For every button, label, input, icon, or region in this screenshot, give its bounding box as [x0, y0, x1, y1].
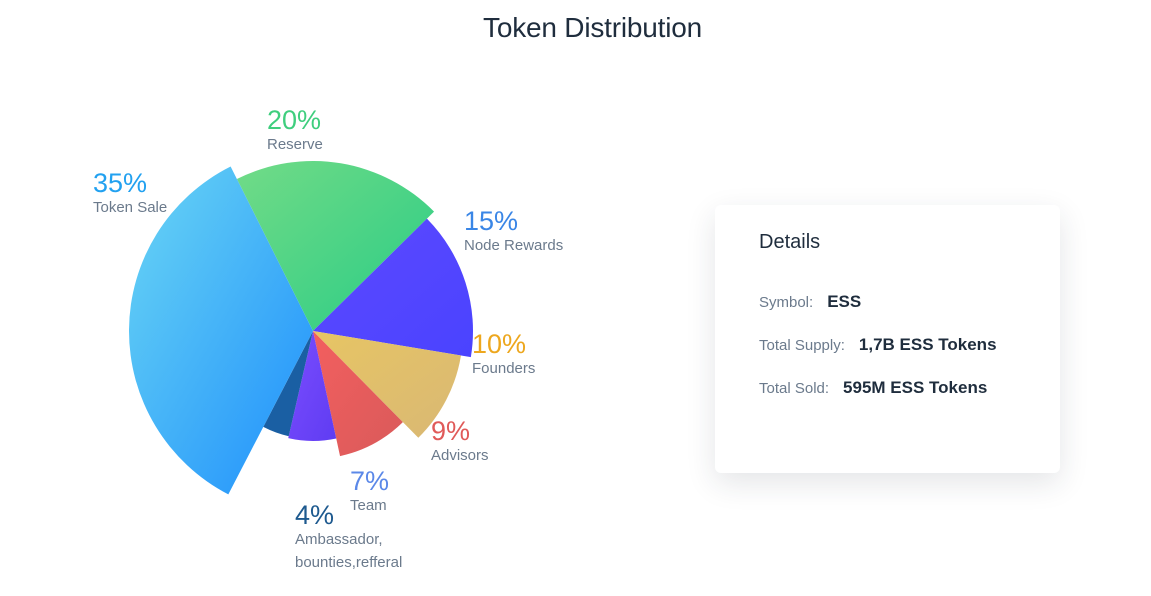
pie-slice-ambassador-bounties-refferal: [263, 331, 313, 437]
pie-percent-label-founders: 10%: [472, 329, 526, 359]
pie-category-label-reserve: Reserve: [267, 136, 323, 153]
pie-category-label-advisors: Advisors: [431, 447, 489, 464]
details-row-symbol: Symbol: ESS: [759, 292, 1016, 335]
details-row-total-supply: Total Supply: 1,7B ESS Tokens: [759, 335, 1016, 378]
pie-labels: 20%Reserve 15%Node Rewards 10%Founders 9%Ad…: [93, 105, 563, 571]
pie-slices: [129, 161, 473, 495]
pie-percent-label-node-rewards: 15%: [464, 206, 518, 236]
pie-percent-label-advisors: 9%: [431, 416, 470, 446]
page-title: Token Distribution: [483, 12, 702, 43]
pie-percent-label-reserve: 20%: [267, 105, 321, 135]
pie-category-label-team: Team: [350, 497, 387, 514]
pie-slice-team: [288, 331, 337, 441]
pie-percent-label-ambassador-bounties-refferal: 4%: [295, 500, 334, 530]
pie-category-label-token-sale: Token Sale: [93, 199, 167, 216]
pie-category-label-founders: Founders: [472, 360, 535, 377]
total-supply-value: 1,7B ESS Tokens: [858, 335, 997, 354]
pie-slice-node-rewards: [313, 218, 473, 358]
pie-slice-token-sale: [129, 166, 313, 495]
pie-slice-advisors: [313, 331, 403, 457]
symbol-key: Symbol:: [759, 294, 814, 311]
total-sold-key: Total Sold:: [759, 380, 830, 397]
details-title: Details: [759, 231, 821, 253]
details-card: Details Symbol: ESS Total Supply: 1,7B E…: [715, 205, 1060, 473]
total-sold-value: 595M ESS Tokens: [843, 378, 988, 397]
pie-category-label-ambassador-bounties-refferal-line-1: Ambassador,: [295, 531, 383, 548]
pie-percent-label-team: 7%: [350, 466, 389, 496]
symbol-value: ESS: [827, 292, 862, 311]
details-row-total-sold: Total Sold: 595M ESS Tokens: [759, 378, 1016, 421]
pie-category-label-node-rewards: Node Rewards: [464, 237, 563, 254]
pie-percent-label-token-sale: 35%: [93, 168, 147, 198]
pie-slice-reserve: [236, 161, 435, 331]
pie-category-label-ambassador-bounties-refferal-line-2: bounties,refferal: [295, 554, 402, 571]
total-supply-key: Total Supply:: [759, 337, 845, 354]
pie-slice-founders: [313, 331, 461, 438]
